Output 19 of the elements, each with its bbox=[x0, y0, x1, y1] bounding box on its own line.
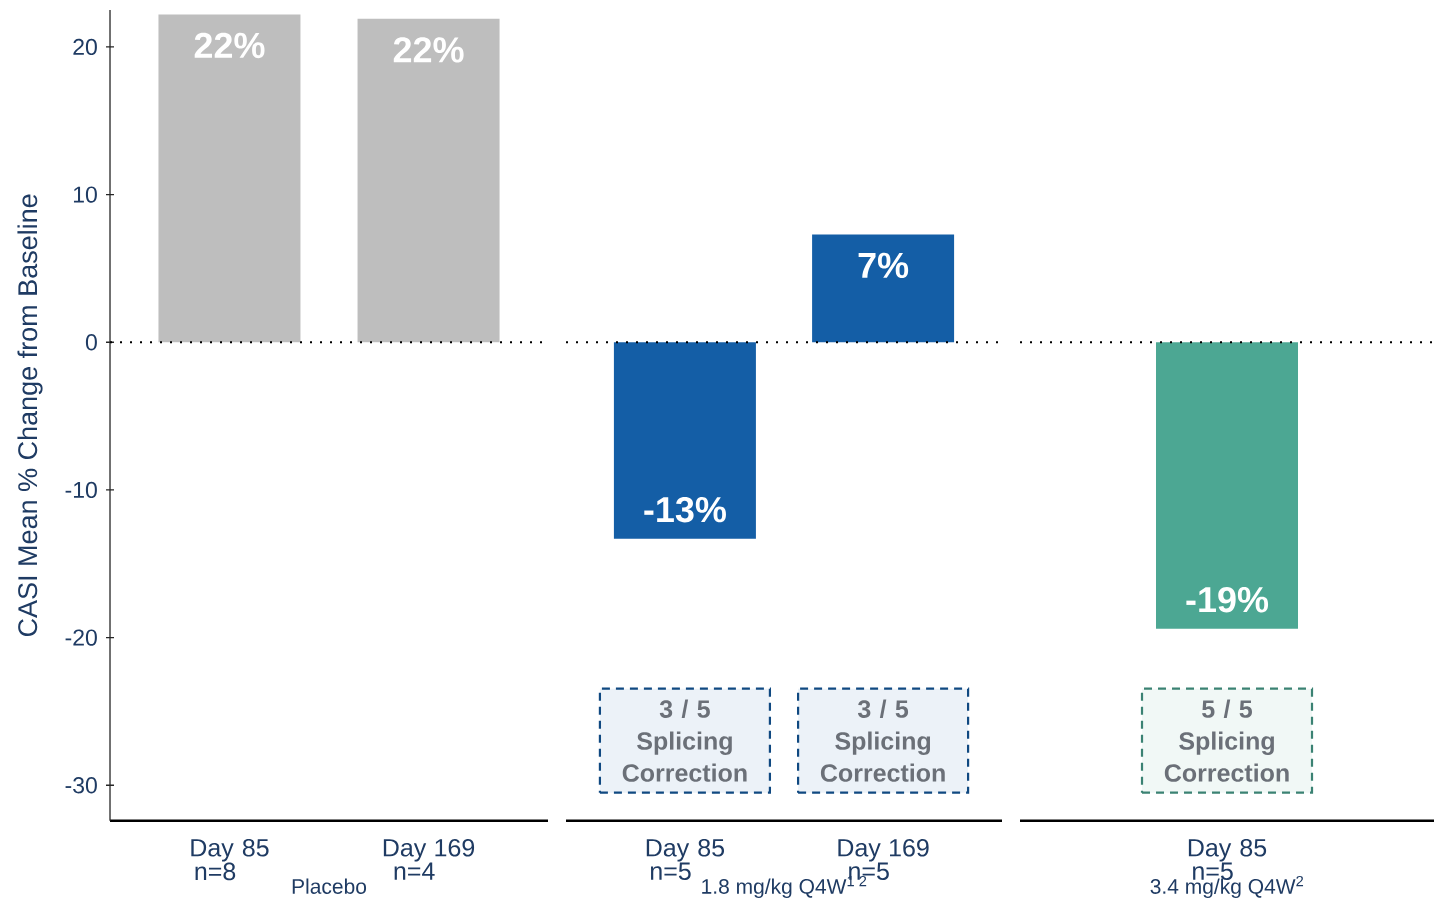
data-label: -13% bbox=[644, 496, 726, 523]
annotation: 3 / 5 Splicing Correction bbox=[622, 699, 747, 782]
y-tick-label: -10 bbox=[65, 481, 97, 499]
x-tick-label: Day 169 n=4 bbox=[383, 838, 475, 880]
data-label: 22% bbox=[393, 37, 464, 63]
x-axis-title: Placebo bbox=[292, 878, 367, 894]
data-label: 7% bbox=[858, 252, 909, 279]
x-tick-label: Day 85 n=5 bbox=[646, 838, 725, 880]
annotation: 3 / 5 Splicing Correction bbox=[820, 699, 945, 782]
annotation: 5 / 5 Splicing Correction bbox=[1164, 699, 1289, 782]
y-axis-title: CASI Mean % Change from Baseline bbox=[17, 194, 43, 637]
x-tick-label: Day 85 n=8 bbox=[191, 838, 269, 881]
data-label: 22% bbox=[194, 32, 265, 59]
y-tick-label: 10 bbox=[73, 186, 97, 203]
y-tick-label: -20 bbox=[65, 629, 97, 646]
data-label: -19% bbox=[1186, 586, 1269, 613]
y-tick-label: 20 bbox=[73, 38, 97, 56]
y-tick-label: -30 bbox=[65, 777, 97, 794]
y-tick-label: 0 bbox=[85, 334, 97, 351]
